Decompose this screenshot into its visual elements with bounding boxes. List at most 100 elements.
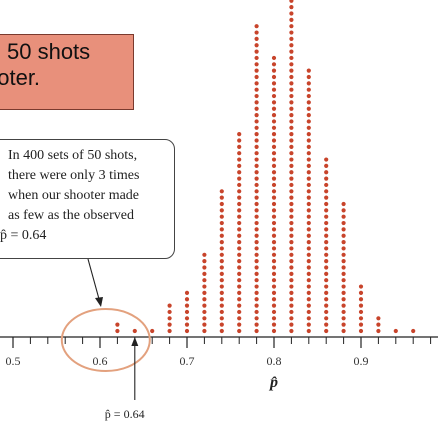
data-dot [254, 113, 259, 118]
dot-column [376, 316, 381, 334]
dot-column [358, 284, 364, 334]
data-dot [289, 30, 294, 35]
data-dot [271, 271, 277, 276]
data-dot [254, 233, 259, 238]
data-dot [289, 100, 294, 105]
data-dot [219, 220, 224, 226]
data-dot [219, 290, 224, 295]
data-dot [254, 81, 259, 86]
data-dot [254, 62, 259, 67]
data-dot [289, 195, 294, 200]
data-dot [271, 68, 277, 73]
data-dot [341, 328, 346, 334]
data-dot [306, 106, 311, 111]
data-dot [376, 328, 381, 334]
data-dot [341, 208, 346, 213]
data-dot [237, 144, 242, 149]
data-dot [306, 201, 311, 207]
data-dot [254, 278, 259, 283]
data-dot [306, 278, 311, 283]
data-dot [202, 297, 207, 302]
data-dot [289, 49, 294, 54]
data-dot [341, 303, 346, 308]
data-dot [289, 176, 294, 181]
data-dot [289, 74, 294, 80]
data-dot [271, 87, 277, 92]
dot-column [150, 328, 155, 334]
data-dot [324, 182, 329, 188]
data-dot [219, 246, 224, 251]
data-dot [306, 119, 311, 124]
data-dot [271, 151, 277, 156]
data-dot [237, 316, 242, 321]
data-dot [289, 303, 294, 308]
data-dot [271, 233, 277, 238]
data-dot [271, 265, 277, 270]
data-dot [254, 195, 259, 200]
data-dot [271, 259, 277, 264]
data-dot [271, 113, 277, 118]
data-dot [271, 132, 277, 137]
data-dot [306, 297, 311, 302]
data-dot [289, 151, 294, 156]
data-dot [306, 132, 311, 137]
title-banner: 50 shots ooter. [0, 34, 134, 110]
data-dot [167, 303, 172, 308]
data-dot [184, 322, 190, 327]
data-dot [289, 271, 294, 276]
data-dot [254, 322, 259, 327]
data-dot [219, 271, 224, 276]
x-tick-label: 0.8 [267, 354, 282, 368]
data-dot [202, 290, 207, 295]
data-dot [254, 170, 259, 175]
data-dot [289, 55, 294, 61]
data-dot [289, 246, 294, 251]
dot-column [219, 189, 224, 334]
data-dot [254, 151, 259, 156]
data-dot [289, 220, 294, 226]
data-dot [306, 163, 311, 168]
data-dot [254, 43, 259, 48]
data-dot [358, 297, 364, 302]
data-dot [358, 309, 364, 315]
data-dot [202, 271, 207, 276]
data-dot [306, 81, 311, 86]
data-dot [306, 240, 311, 245]
data-dot [219, 303, 224, 308]
data-dot [306, 100, 311, 105]
data-dot [324, 303, 329, 308]
data-dot [254, 240, 259, 245]
data-dot [306, 220, 311, 226]
dot-column [289, 0, 294, 334]
dot-column [324, 157, 329, 334]
data-dot [254, 246, 259, 251]
dot-column [184, 290, 190, 334]
data-dot [306, 284, 311, 289]
data-dot [219, 233, 224, 238]
data-dot [289, 309, 294, 315]
data-dot [115, 322, 120, 327]
data-dot [202, 278, 207, 283]
data-dot [271, 189, 277, 194]
data-dot [306, 195, 311, 200]
data-dot [324, 195, 329, 200]
data-dot [358, 328, 364, 334]
data-dot [289, 227, 294, 232]
data-dot [237, 271, 242, 276]
data-dot [341, 246, 346, 251]
data-dot [202, 284, 207, 289]
data-dot [341, 290, 346, 295]
data-dot [202, 303, 207, 308]
data-dot [202, 252, 207, 257]
data-dot [271, 297, 277, 302]
data-dot [254, 55, 259, 61]
data-dot [289, 163, 294, 168]
data-dot [289, 265, 294, 270]
data-dot [271, 157, 277, 162]
data-dot [254, 144, 259, 149]
data-dot [254, 284, 259, 289]
callout-arrow [87, 258, 100, 300]
data-dot [271, 74, 277, 80]
data-dot [324, 309, 329, 315]
